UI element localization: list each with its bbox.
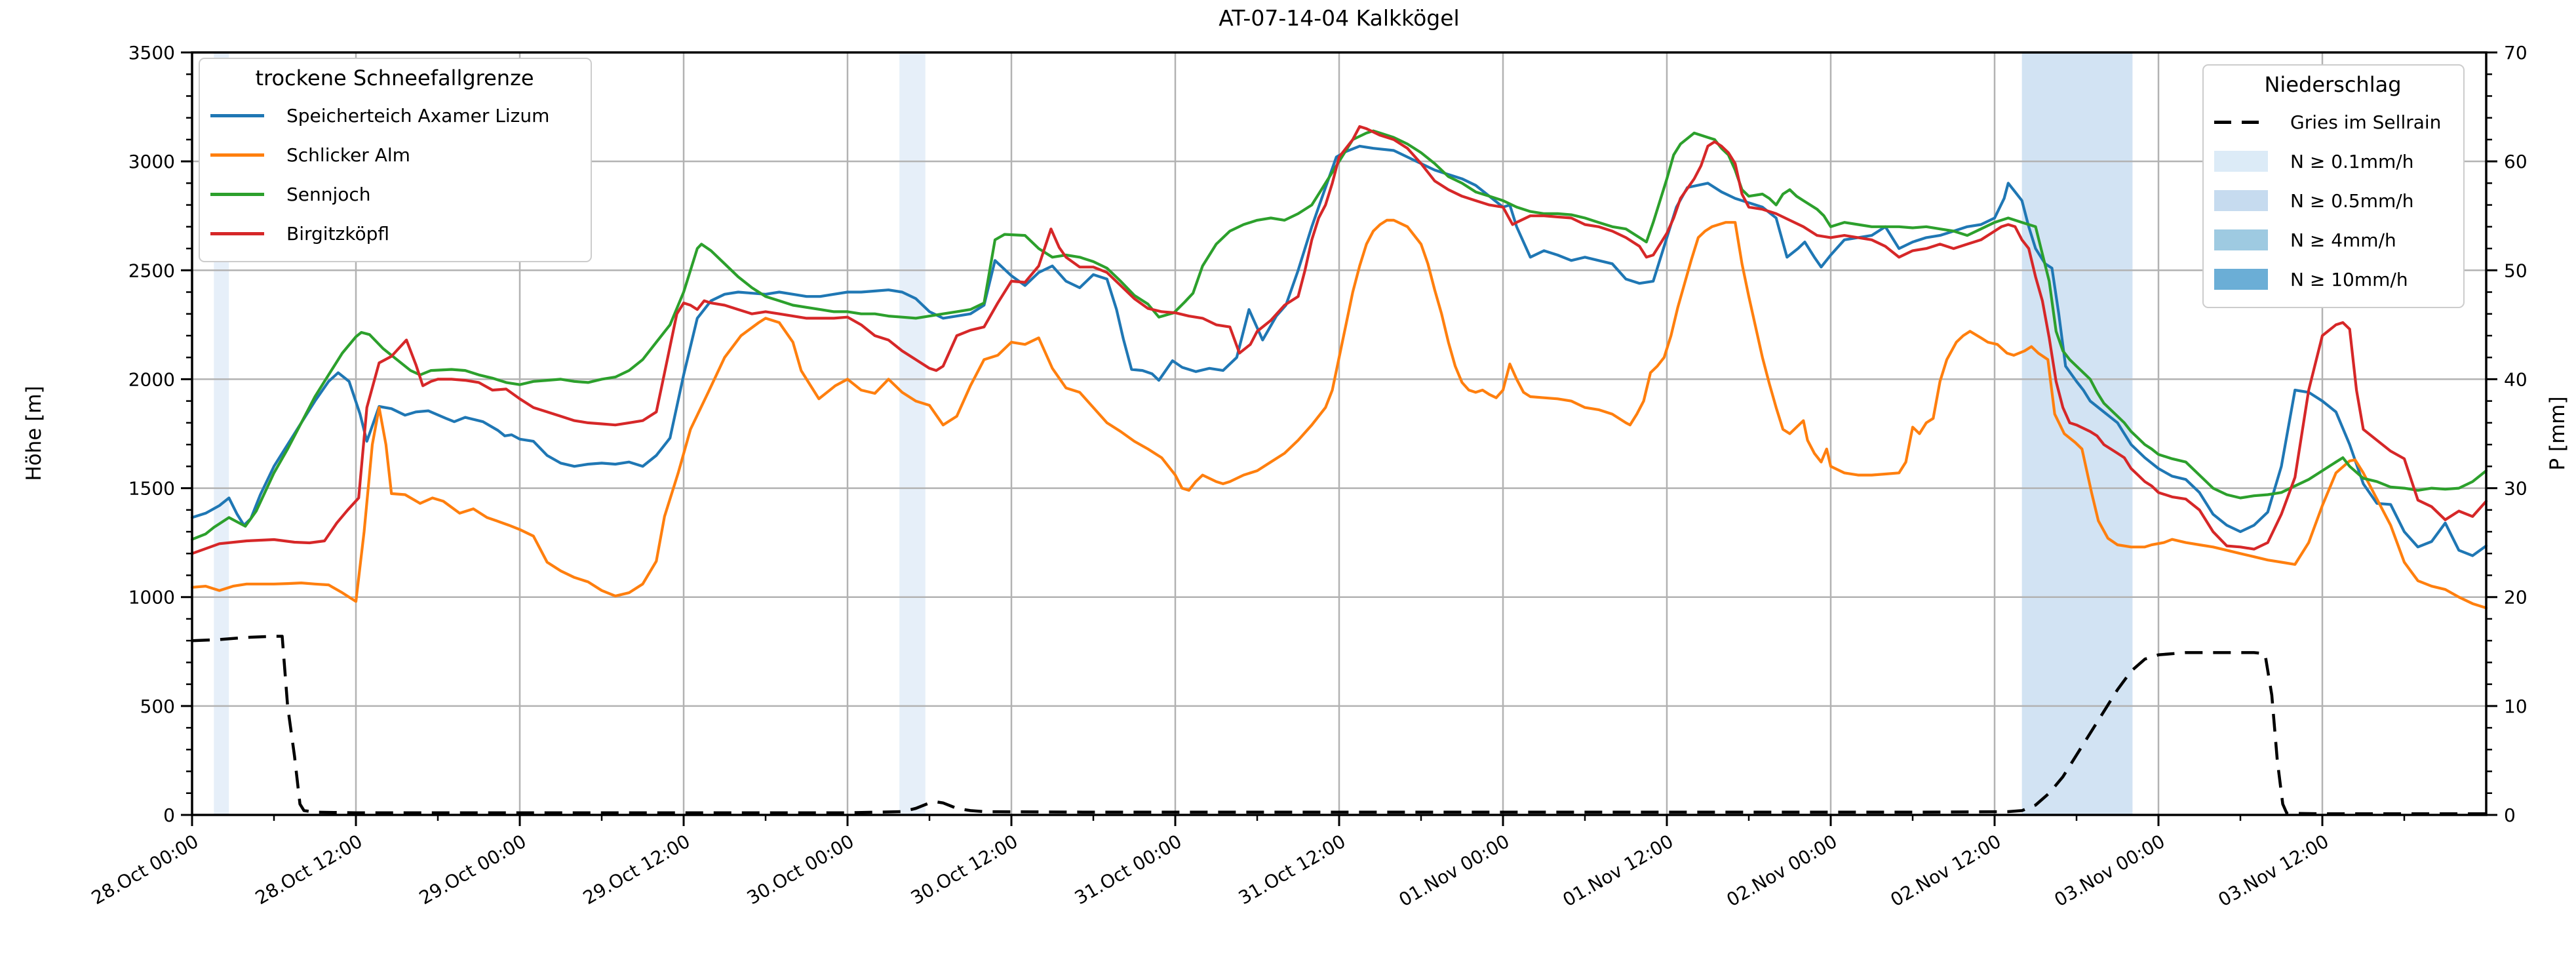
y-right-tick-label: 40: [2504, 368, 2527, 390]
x-tick-label: 31.Oct 12:00: [1235, 830, 1350, 909]
legend-entry: Speicherteich Axamer Lizum: [210, 96, 579, 135]
x-tick-label: 01.Nov 12:00: [1559, 830, 1677, 911]
legend-dashed-line-swatch: [2214, 120, 2268, 124]
x-tick-label: 03.Nov 12:00: [2215, 830, 2333, 911]
x-tick-label: 31.Oct 00:00: [1071, 830, 1186, 909]
legend-line-swatch: [210, 231, 264, 235]
precip-band: [899, 52, 926, 815]
series-sennjoch: [190, 129, 2488, 541]
legend-schneefallgrenze-title: trockene Schneefallgrenze: [255, 66, 534, 90]
legend-entry-label: N ≥ 0.1mm/h: [2290, 150, 2414, 172]
legend-entry: N ≥ 0.5mm/h: [2214, 181, 2451, 220]
chart-title: AT-07-14-04 Kalkkögel: [1219, 5, 1460, 31]
y-left-tick-label: 1000: [128, 587, 175, 608]
legend-entry: N ≥ 4mm/h: [2214, 220, 2451, 260]
legend-line-swatch: [210, 113, 264, 117]
x-tick-label: 03.Nov 00:00: [2051, 830, 2169, 911]
precip-band: [2021, 52, 2133, 815]
y-left-tick-label: 0: [163, 804, 175, 826]
legend-band-swatch: [2214, 190, 2268, 211]
x-tick-label: 01.Nov 00:00: [1395, 830, 1513, 911]
y-right-tick-label: 70: [2504, 42, 2527, 64]
legend-entry: Birgitzköpfl: [210, 214, 579, 253]
series-schlicker-alm: [190, 218, 2488, 610]
series-birgitzkoepfl: [190, 125, 2488, 555]
legend-entry-label: Schlicker Alm: [286, 144, 410, 166]
y-left-tick-label: 2500: [128, 260, 175, 281]
x-tick-label: 28.Oct 12:00: [252, 830, 366, 909]
legend-entry-label: N ≥ 4mm/h: [2290, 229, 2396, 251]
y-left-tick-label: 500: [140, 696, 175, 717]
x-tick-label: 02.Nov 00:00: [1723, 830, 1841, 911]
y-axis-label-left: Höhe [m]: [22, 386, 46, 481]
legend-entry-label: N ≥ 10mm/h: [2290, 268, 2408, 290]
legend-entry: Gries im Sellrain: [2214, 102, 2451, 142]
x-tick-label: 29.Oct 12:00: [579, 830, 694, 909]
x-tick-label: 02.Nov 12:00: [1887, 830, 2005, 911]
legend-niederschlag-items: Gries im Sellrain N ≥ 0.1mm/h N ≥ 0.5mm/h N…: [2214, 102, 2451, 299]
y-right-tick-label: 0: [2504, 804, 2516, 826]
y-left-tick-label: 2000: [128, 368, 175, 390]
legend-entry-label: Gries im Sellrain: [2290, 111, 2442, 133]
legend-band-swatch: [2214, 269, 2268, 290]
legend-schneefallgrenze: trockene Schneefallgrenze Speicherteich …: [199, 58, 592, 262]
legend-entry-label: Sennjoch: [286, 183, 371, 205]
y-right-tick-label: 50: [2504, 260, 2527, 281]
legend-entry: N ≥ 0.1mm/h: [2214, 142, 2451, 181]
y-right-tick-label: 60: [2504, 151, 2527, 172]
x-tick-label: 30.Oct 00:00: [743, 830, 858, 909]
y-right-tick-label: 10: [2504, 696, 2527, 717]
y-left-tick-label: 3500: [128, 42, 175, 64]
legend-band-swatch: [2214, 151, 2268, 172]
y-left-tick-label: 3000: [128, 151, 175, 172]
y-left-tick-label: 1500: [128, 478, 175, 500]
legend-line-swatch: [210, 153, 264, 157]
legend-niederschlag-title: Niederschlag: [2264, 72, 2402, 97]
y-axis-label-right: P [mm]: [2546, 396, 2569, 471]
legend-entry-label: Birgitzköpfl: [286, 222, 389, 245]
precip-line: [191, 635, 2486, 816]
x-tick-label: 29.Oct 00:00: [416, 830, 530, 909]
y-right-tick-label: 20: [2504, 587, 2527, 608]
legend-entry: N ≥ 10mm/h: [2214, 260, 2451, 299]
legend-entry-label: Speicherteich Axamer Lizum: [286, 104, 550, 127]
legend-schneefallgrenze-items: Speicherteich Axamer Lizum Schlicker Alm S…: [210, 96, 579, 253]
legend-niederschlag: Niederschlag Gries im Sellrain N ≥ 0.1mm/…: [2202, 64, 2465, 308]
y-right-tick-label: 30: [2504, 478, 2527, 500]
legend-entry-label: N ≥ 0.5mm/h: [2290, 189, 2414, 212]
legend-band-swatch: [2214, 229, 2268, 250]
legend-entry: Schlicker Alm: [210, 135, 579, 174]
x-tick-label: 28.Oct 00:00: [88, 830, 203, 909]
x-tick-label: 30.Oct 12:00: [907, 830, 1022, 909]
legend-line-swatch: [210, 192, 264, 196]
legend-entry: Sennjoch: [210, 174, 579, 214]
